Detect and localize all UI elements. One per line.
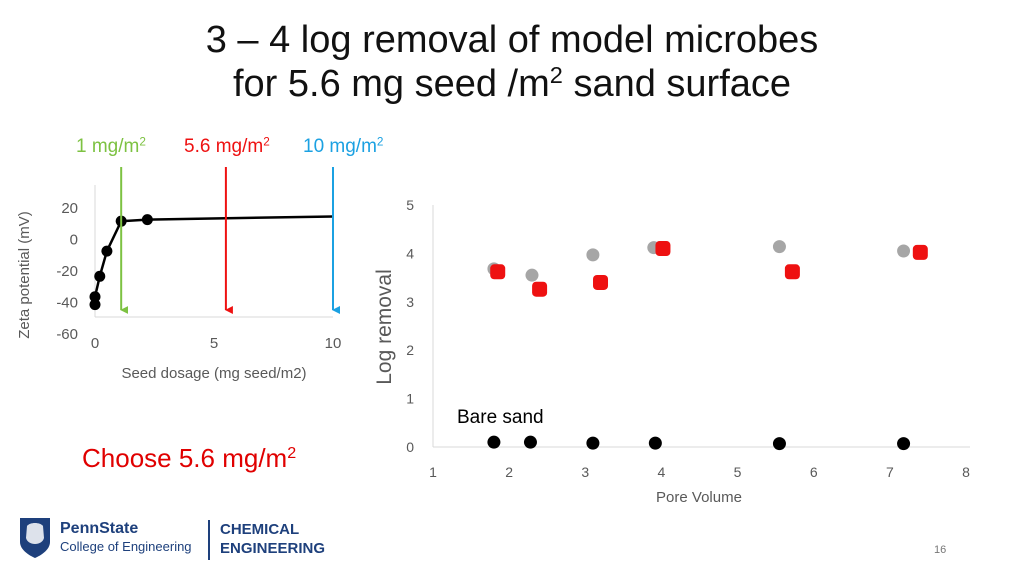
logo-org: PennState	[60, 520, 139, 537]
removal-y-tick: 2	[406, 342, 414, 358]
zeta-y-tick: 20	[61, 200, 78, 217]
zeta-y-tick: -40	[56, 295, 78, 312]
removal-x-tick: 2	[505, 464, 513, 480]
pennstate-logo: PennState College of Engineering CHEMICA…	[18, 516, 325, 560]
zeta-point	[94, 270, 106, 282]
point-gray	[772, 240, 786, 254]
removal-x-tick: 7	[886, 464, 894, 480]
removal-x-tick: 8	[962, 464, 970, 480]
point-gray	[897, 244, 911, 258]
point-gray	[525, 268, 539, 282]
marker-label-10: 10 mg/m2	[303, 135, 384, 157]
title-text-end: sand surface	[562, 63, 792, 105]
removal-x-tick: 6	[810, 464, 818, 480]
point-red	[593, 274, 609, 290]
removal-x-tick: 3	[581, 464, 589, 480]
point-red	[490, 264, 506, 280]
zeta-line	[93, 215, 334, 305]
zeta-x-tick: 5	[210, 335, 218, 352]
zeta-y-label: Zeta potential (mV)	[16, 211, 33, 339]
title-sup: 2	[549, 62, 563, 89]
nittany-lion-shield-icon	[20, 518, 50, 558]
point-bare-sand	[487, 435, 501, 449]
removal-y-tick: 1	[406, 391, 414, 407]
point-red	[655, 241, 671, 257]
zeta-y-tick: -20	[56, 263, 78, 280]
point-red	[912, 244, 928, 260]
point-bare-sand	[772, 437, 786, 451]
point-bare-sand	[523, 435, 537, 449]
point-bare-sand	[586, 436, 600, 450]
title-line-1: 3 – 4 log removal of model microbes	[205, 19, 819, 61]
choose-dosage-text: Choose 5.6 mg/m2	[82, 443, 297, 473]
page-number: 16	[934, 544, 947, 556]
zeta-y-tick: -60	[56, 326, 78, 343]
point-red	[532, 281, 548, 297]
removal-y-tick: 0	[406, 439, 414, 455]
marker-label-1: 1 mg/m2	[76, 135, 146, 157]
removal-y-tick: 5	[406, 197, 414, 213]
removal-y-tick: 4	[406, 245, 414, 261]
title-line-2: for 5.6 mg seed /m2 sand surface	[0, 62, 1024, 106]
zeta-point	[89, 291, 101, 303]
removal-x-tick: 1	[429, 464, 437, 480]
removal-x-tick: 5	[734, 464, 742, 480]
removal-x-tick: 4	[658, 464, 666, 480]
zeta-y-tick: 0	[70, 232, 78, 249]
removal-y-label: Log removal	[373, 269, 396, 385]
logo-dept: CHEMICAL ENGINEERING	[220, 521, 326, 557]
logo-divider	[208, 520, 210, 560]
zeta-point	[89, 299, 101, 311]
zeta-x-tick: 0	[91, 335, 99, 352]
logo-college: College of Engineering	[60, 539, 192, 554]
zeta-point	[141, 214, 153, 226]
zeta-x-tick: 10	[325, 335, 342, 352]
removal-y-tick: 3	[406, 294, 414, 310]
bare-sand-annotation: Bare sand	[457, 407, 544, 428]
zeta-x-label: Seed dosage (mg seed/m2)	[121, 365, 306, 382]
point-gray	[586, 248, 600, 262]
slide-title: 3 – 4 log removal of model microbes for …	[0, 18, 1024, 106]
marker-label-5-6: 5.6 mg/m2	[184, 135, 270, 157]
point-bare-sand	[648, 436, 662, 450]
title-text: for 5.6 mg seed /m	[232, 63, 550, 105]
point-red	[784, 264, 800, 280]
removal-x-label: Pore Volume	[656, 489, 742, 506]
point-bare-sand	[897, 437, 911, 451]
zeta-point	[101, 245, 113, 257]
